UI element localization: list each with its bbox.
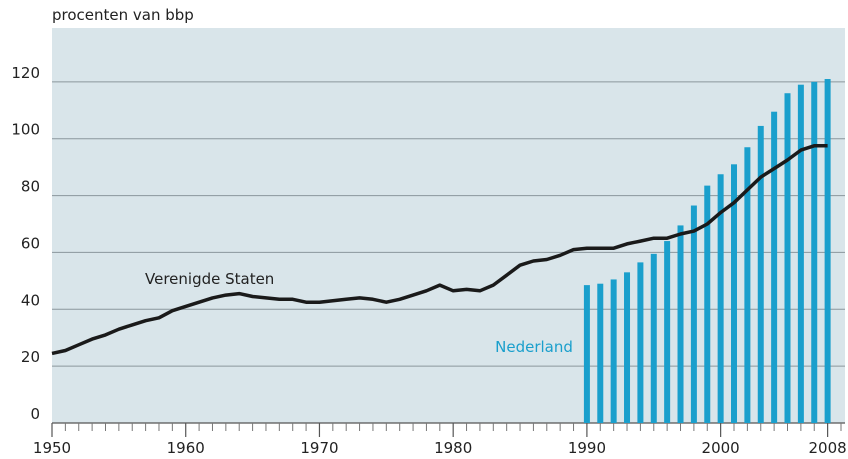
y-tick-label: 40 <box>21 291 40 309</box>
bar <box>744 147 751 423</box>
y-tick-label: 80 <box>21 178 40 196</box>
series-label: Nederland <box>495 338 573 356</box>
plot-background <box>52 28 845 423</box>
bar <box>811 81 818 423</box>
x-tick-label: 1950 <box>33 439 71 457</box>
bar <box>784 93 791 423</box>
y-tick-label: 120 <box>11 64 40 82</box>
bar <box>704 185 711 423</box>
bar <box>610 279 617 423</box>
x-tick-label: 1970 <box>300 439 338 457</box>
bar <box>690 205 697 423</box>
y-tick-label: 0 <box>30 405 40 423</box>
bar <box>597 283 604 423</box>
y-tick-label: 100 <box>11 121 40 139</box>
x-tick-label: 2008 <box>809 439 847 457</box>
bar <box>677 225 684 423</box>
bar <box>717 174 724 423</box>
bar <box>664 241 671 423</box>
bar <box>624 272 631 423</box>
line <box>51 144 828 356</box>
series-label: Verenigde Staten <box>145 270 274 288</box>
x-tick-label: 1990 <box>568 439 606 457</box>
bar <box>824 79 831 423</box>
x-tick-label: 2000 <box>702 439 740 457</box>
bar <box>650 253 657 423</box>
bar <box>757 125 764 424</box>
y-tick-label: 60 <box>21 234 40 252</box>
bar <box>637 262 644 423</box>
y-tick-label: 20 <box>21 348 40 366</box>
bar <box>731 164 738 424</box>
x-tick-label: 1980 <box>434 439 472 457</box>
bar <box>797 84 804 423</box>
x-tick-label: 1960 <box>167 439 205 457</box>
y-axis-label: procenten van bbp <box>52 6 194 24</box>
bar <box>583 285 590 423</box>
bar <box>771 111 778 423</box>
